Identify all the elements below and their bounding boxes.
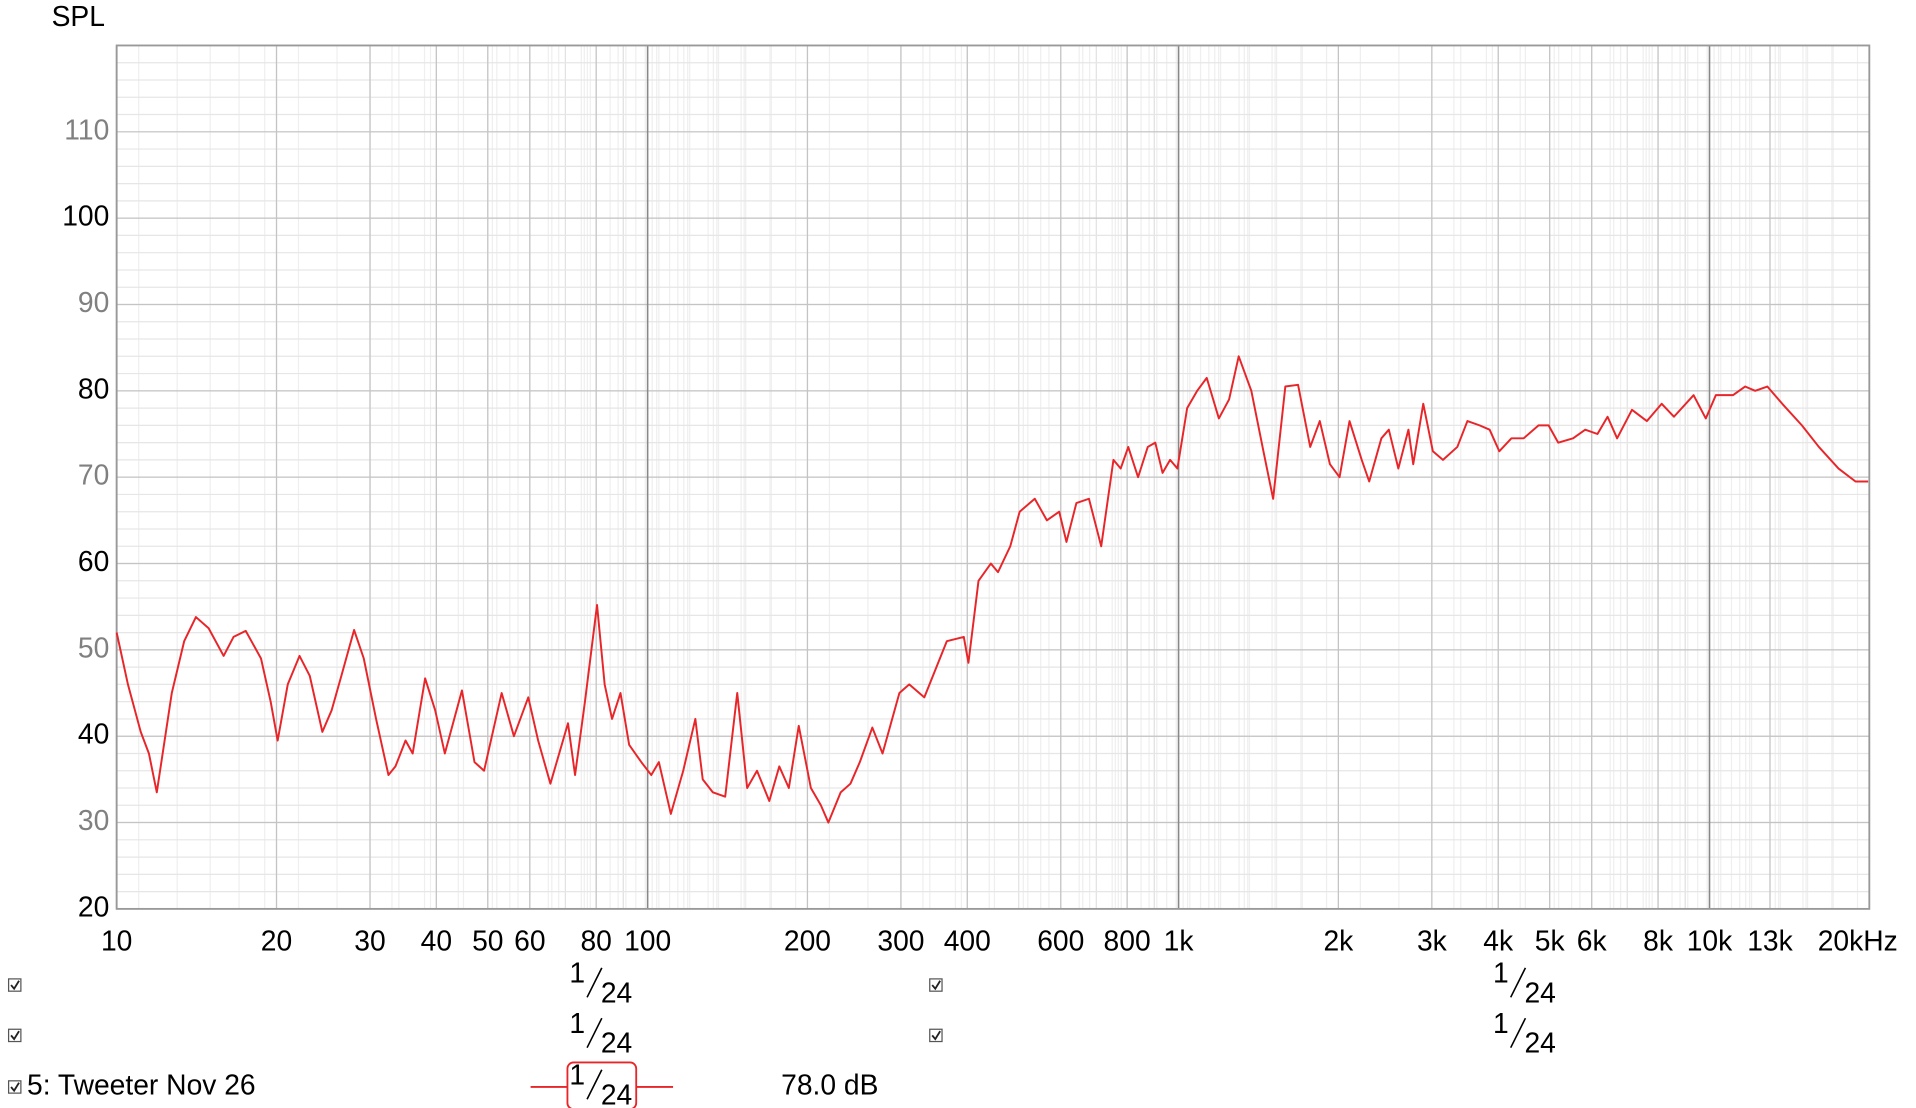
- x-tick-label: 20kHz: [1818, 925, 1898, 957]
- checkbox-tick: [10, 1030, 20, 1041]
- smoothing-numerator: 1: [569, 1059, 585, 1091]
- x-tick-label: 200: [784, 925, 831, 957]
- y-tick-label: 110: [64, 113, 109, 145]
- smoothing-box: [566, 1061, 638, 1108]
- x-tick-label: 1k: [1164, 925, 1195, 957]
- legend-label[interactable]: 5: Tweeter Nov 26: [27, 1068, 256, 1100]
- y-tick-label: 100: [62, 200, 109, 232]
- x-tick-label: 10k: [1687, 925, 1733, 957]
- plot-frame: [115, 44, 1871, 910]
- x-tick-label: 80: [580, 925, 611, 957]
- smoothing-numerator: 1: [569, 957, 585, 989]
- smoothing-denominator: 24: [1524, 1027, 1555, 1059]
- smoothing-numerator: 1: [569, 1007, 585, 1039]
- fraction-slash: [586, 1017, 603, 1049]
- y-tick-label: 50: [78, 631, 109, 663]
- checkbox-tick: [931, 1030, 941, 1041]
- x-tick-label: 800: [1104, 925, 1151, 957]
- x-tick-label: 40: [421, 925, 452, 957]
- x-tick-label: 600: [1037, 925, 1084, 957]
- y-tick-label: 30: [78, 804, 109, 836]
- x-tick-label: 4k: [1483, 925, 1514, 957]
- x-tick-label: 300: [877, 925, 924, 957]
- smoothing-denominator: 24: [601, 976, 632, 1008]
- x-tick-label: 60: [514, 925, 545, 957]
- x-tick-label: 400: [944, 925, 991, 957]
- y-tick-label: 80: [78, 372, 109, 404]
- x-tick-label: 10: [101, 925, 132, 957]
- y-tick-label: 90: [78, 286, 109, 318]
- checkbox-tick: [931, 980, 941, 991]
- x-tick-label: 20: [261, 925, 292, 957]
- x-tick-label: 50: [472, 925, 503, 957]
- checkbox-tick: [10, 1082, 20, 1093]
- smoothing-denominator: 24: [601, 1027, 632, 1059]
- x-tick-label: 30: [354, 925, 385, 957]
- x-tick-label: 8k: [1643, 925, 1674, 957]
- x-tick-label: 3k: [1417, 925, 1448, 957]
- fraction-slash: [586, 1069, 603, 1100]
- y-tick-label: 20: [78, 890, 109, 922]
- checkbox-tick: [10, 980, 20, 991]
- fraction-slash: [1509, 967, 1527, 998]
- smoothing-numerator: 1: [1493, 957, 1509, 989]
- smoothing-denominator: 24: [601, 1078, 632, 1108]
- x-tick-label: 5k: [1535, 925, 1566, 957]
- spl-curve: [115, 355, 1869, 824]
- fraction-slash: [1509, 1017, 1527, 1049]
- x-tick-label: 2k: [1323, 925, 1354, 957]
- fraction-slash: [586, 967, 603, 998]
- y-tick-label: 60: [78, 545, 109, 577]
- y-tick-label: 70: [78, 459, 109, 491]
- y-tick-label: 40: [78, 718, 109, 750]
- x-tick-label: 100: [624, 925, 671, 957]
- x-tick-label: 13k: [1747, 925, 1793, 957]
- smoothing-numerator: 1: [1493, 1007, 1509, 1039]
- y-axis-label: SPL: [52, 0, 105, 32]
- smoothing-denominator: 24: [1524, 976, 1555, 1008]
- level-label: 78.0 dB: [781, 1068, 878, 1100]
- x-tick-label: 6k: [1577, 925, 1608, 957]
